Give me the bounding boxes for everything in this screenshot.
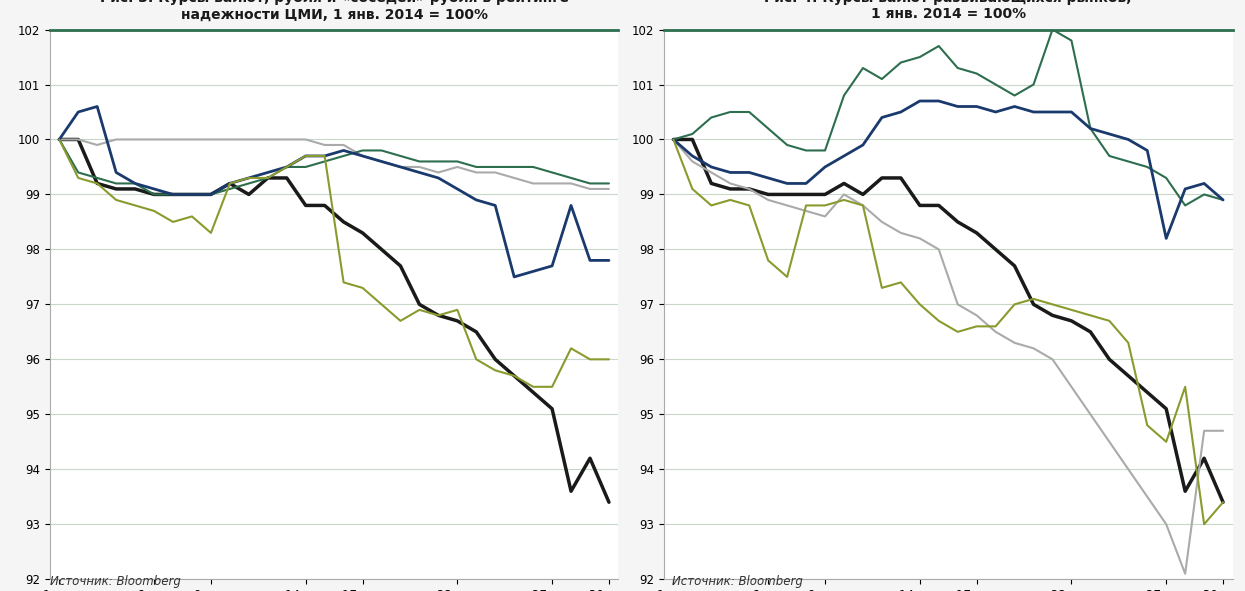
Text: Источник: Bloomberg: Источник: Bloomberg xyxy=(672,575,803,588)
Text: Источник: Bloomberg: Источник: Bloomberg xyxy=(50,575,181,588)
Title: Рис. 3: Курсы валют, рубля и «соседей» рубля в рейтинге
надежности ЦМИ, 1 янв. 2: Рис. 3: Курсы валют, рубля и «соседей» р… xyxy=(100,0,569,21)
Title: Рис. 4: Курсы валют развивающихся рынков,
1 янв. 2014 = 100%: Рис. 4: Курсы валют развивающихся рынков… xyxy=(764,0,1132,21)
